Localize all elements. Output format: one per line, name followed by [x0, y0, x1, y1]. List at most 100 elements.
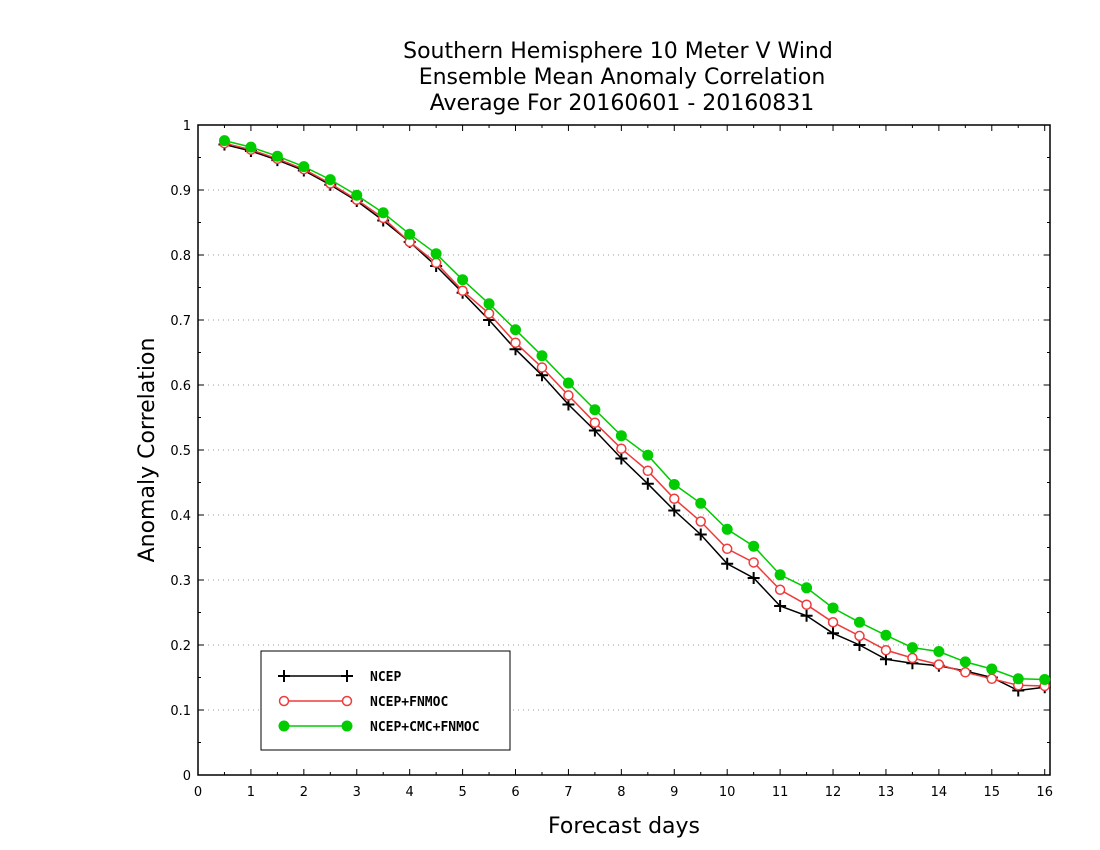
title-line-1: Southern Hemisphere 10 Meter V Wind: [403, 39, 833, 64]
legend-marker-end-0: [341, 670, 353, 682]
data-point-0-15: [615, 452, 628, 465]
data-point-2-8: [430, 248, 442, 260]
x-tick-label-8: 8: [617, 785, 625, 800]
data-point-2-3: [298, 161, 310, 173]
x-tick-label-2: 2: [300, 785, 308, 800]
data-point-1-18: [695, 516, 706, 527]
x-tick-label-6: 6: [511, 785, 519, 800]
legend-entry-2: NCEP+CMC+FNMOC: [278, 720, 480, 735]
legend-marker-start-2: [278, 720, 290, 732]
data-point-1-11: [510, 337, 521, 348]
y-tick-label-10: 1: [183, 119, 191, 134]
y-tick-label-7: 0.7: [170, 314, 191, 329]
data-point-2-17: [668, 478, 680, 490]
y-tick-label-4: 0.4: [170, 509, 191, 524]
x-tick-label-0: 0: [194, 785, 202, 800]
x-tick-label-1: 1: [247, 785, 255, 800]
data-point-2-21: [774, 569, 786, 581]
series-line-2: [224, 139, 1045, 681]
title-line-2: Ensemble Mean Anomaly Correlation: [419, 65, 826, 90]
x-tick-label-4: 4: [406, 785, 414, 800]
data-point-1-9: [457, 285, 468, 296]
data-point-1-20: [748, 557, 759, 568]
series-0: [218, 138, 1051, 697]
legend-label-2: NCEP+CMC+FNMOC: [370, 720, 480, 735]
data-point-2-0: [218, 135, 230, 147]
data-series: [218, 135, 1051, 697]
x-axis-label: Forecast days: [548, 814, 700, 839]
series-1: [219, 137, 1050, 692]
x-tick-label-15: 15: [984, 785, 1001, 800]
data-point-2-7: [404, 228, 416, 240]
data-point-0-23: [827, 627, 840, 640]
y-axis-label: Anomaly Correlation: [135, 338, 160, 563]
data-point-2-31: [1039, 673, 1051, 685]
data-point-2-2: [271, 150, 283, 162]
x-tick-label-7: 7: [564, 785, 572, 800]
data-point-2-5: [351, 189, 363, 201]
y-axis-ticks: 0 0.1 0.2 0.3 0.4 0.5 0.6 0.7 0.8 0.9 1: [170, 119, 1050, 784]
data-point-0-22: [800, 609, 813, 622]
data-point-0-20: [747, 572, 760, 585]
data-point-2-29: [986, 663, 998, 675]
data-point-2-25: [880, 629, 892, 641]
data-point-2-13: [562, 377, 574, 389]
y-tick-label-9: 0.9: [170, 184, 191, 199]
x-axis-ticks: 0 1 2 3 4 5 6 7 8 9 10 11 12 13 14 15 16: [194, 125, 1053, 800]
data-point-1-15: [616, 443, 627, 454]
data-point-0-19: [721, 557, 734, 570]
data-point-2-16: [642, 449, 654, 461]
x-tick-label-10: 10: [719, 785, 736, 800]
data-point-1-27: [933, 659, 945, 670]
data-point-1-22: [801, 599, 812, 610]
data-point-1-13: [563, 390, 574, 401]
data-point-1-16: [642, 465, 654, 477]
data-point-1-21: [774, 584, 786, 595]
data-point-1-14: [589, 417, 601, 428]
data-point-2-27: [933, 646, 945, 657]
data-point-2-22: [801, 582, 813, 594]
y-tick-label-3: 0.3: [170, 574, 191, 589]
data-point-1-25: [880, 644, 892, 656]
series-2: [218, 135, 1051, 685]
x-tick-label-12: 12: [825, 785, 842, 800]
data-point-2-1: [245, 141, 257, 153]
data-point-1-29: [986, 673, 998, 685]
data-point-1-8: [430, 257, 442, 269]
legend-label-1: NCEP+FNMOC: [370, 695, 448, 710]
data-point-2-11: [510, 324, 522, 336]
data-point-2-6: [377, 207, 389, 219]
data-point-2-28: [959, 656, 971, 668]
data-point-2-20: [748, 540, 760, 552]
x-tick-label-3: 3: [353, 785, 361, 800]
title-line-3: Average For 20160601 - 20160831: [430, 91, 815, 116]
data-point-0-16: [641, 477, 654, 490]
legend-marker-start-1: [278, 695, 290, 707]
data-point-2-4: [324, 174, 336, 186]
data-point-2-12: [536, 350, 548, 362]
x-tick-label-5: 5: [458, 785, 466, 800]
data-point-2-30: [1012, 673, 1024, 685]
data-point-1-24: [854, 630, 865, 642]
data-point-0-17: [668, 504, 681, 517]
legend-marker-end-2: [341, 720, 353, 732]
chart-title: Southern Hemisphere 10 Meter V Wind Ense…: [403, 39, 833, 116]
x-tick-label-13: 13: [878, 785, 895, 800]
legend-marker-end-1: [341, 695, 353, 707]
data-point-0-18: [694, 528, 707, 541]
series-line-0: [224, 143, 1045, 692]
x-tick-label-16: 16: [1036, 785, 1053, 800]
data-point-2-9: [457, 274, 469, 286]
legend-entry-0: NCEP: [278, 670, 401, 685]
y-tick-label-8: 0.8: [170, 249, 191, 264]
data-point-1-26: [907, 652, 918, 664]
data-point-2-10: [483, 298, 495, 310]
data-point-1-12: [536, 362, 548, 373]
data-point-1-10: [483, 308, 495, 319]
data-point-2-19: [721, 523, 733, 535]
data-point-2-18: [695, 497, 707, 509]
data-point-1-19: [721, 543, 733, 555]
data-point-1-23: [827, 617, 839, 628]
x-tick-label-14: 14: [931, 785, 948, 800]
